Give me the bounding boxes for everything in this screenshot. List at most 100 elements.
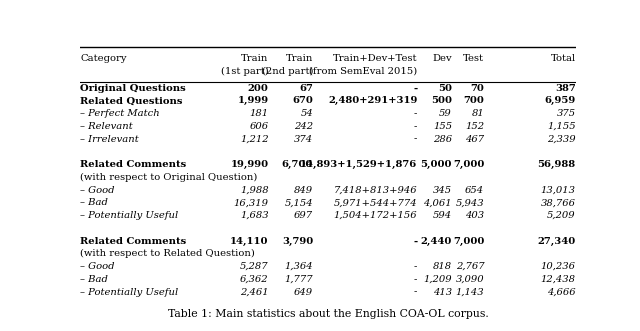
- Text: (with respect to Related Question): (with respect to Related Question): [81, 249, 255, 259]
- Text: -: -: [414, 135, 417, 144]
- Text: Category: Category: [81, 54, 127, 63]
- Text: 700: 700: [463, 96, 484, 105]
- Text: Train: Train: [241, 54, 269, 63]
- Text: Related Questions: Related Questions: [81, 96, 183, 105]
- Text: Related Comments: Related Comments: [81, 160, 187, 169]
- Text: 3,790: 3,790: [282, 237, 313, 246]
- Text: 1,212: 1,212: [240, 135, 269, 144]
- Text: 1,209: 1,209: [424, 275, 452, 284]
- Text: -: -: [414, 109, 417, 118]
- Text: 2,461: 2,461: [240, 288, 269, 297]
- Text: 50: 50: [438, 84, 452, 93]
- Text: 375: 375: [556, 109, 575, 118]
- Text: – Irrelevant: – Irrelevant: [81, 135, 140, 144]
- Text: -: -: [414, 288, 417, 297]
- Text: -: -: [414, 122, 417, 131]
- Text: 654: 654: [465, 186, 484, 195]
- Text: 2,440: 2,440: [420, 237, 452, 246]
- Text: (2nd part): (2nd part): [262, 67, 313, 75]
- Text: 606: 606: [250, 122, 269, 131]
- Text: 467: 467: [465, 135, 484, 144]
- Text: – Potentially Useful: – Potentially Useful: [81, 211, 179, 220]
- Text: 56,988: 56,988: [538, 160, 575, 169]
- Text: 594: 594: [433, 211, 452, 220]
- Text: 286: 286: [433, 135, 452, 144]
- Text: 1,683: 1,683: [240, 211, 269, 220]
- Text: 1,999: 1,999: [237, 96, 269, 105]
- Text: 81: 81: [472, 109, 484, 118]
- Text: 403: 403: [465, 211, 484, 220]
- Text: (from SemEval 2015): (from SemEval 2015): [309, 67, 417, 75]
- Text: -: -: [413, 84, 417, 93]
- Text: 200: 200: [248, 84, 269, 93]
- Text: – Perfect Match: – Perfect Match: [81, 109, 160, 118]
- Text: 242: 242: [294, 122, 313, 131]
- Text: 19,990: 19,990: [230, 160, 269, 169]
- Text: 2,339: 2,339: [547, 135, 575, 144]
- Text: -: -: [413, 237, 417, 246]
- Text: 345: 345: [433, 186, 452, 195]
- Text: 374: 374: [294, 135, 313, 144]
- Text: 1,364: 1,364: [285, 262, 313, 271]
- Text: 6,959: 6,959: [544, 96, 575, 105]
- Text: Table 1: Main statistics about the English COA-OL corpus.: Table 1: Main statistics about the Engli…: [168, 309, 488, 319]
- Text: 6,700: 6,700: [282, 160, 313, 169]
- Text: 413: 413: [433, 288, 452, 297]
- Text: (1st part): (1st part): [221, 67, 269, 75]
- Text: -: -: [414, 275, 417, 284]
- Text: 70: 70: [470, 84, 484, 93]
- Text: 500: 500: [431, 96, 452, 105]
- Text: 67: 67: [300, 84, 313, 93]
- Text: 818: 818: [433, 262, 452, 271]
- Text: 387: 387: [555, 84, 575, 93]
- Text: 12,438: 12,438: [541, 275, 575, 284]
- Text: 14,893+1,529+1,876: 14,893+1,529+1,876: [300, 160, 417, 169]
- Text: Original Questions: Original Questions: [81, 84, 186, 93]
- Text: 2,480+291+319: 2,480+291+319: [328, 96, 417, 105]
- Text: 59: 59: [439, 109, 452, 118]
- Text: 4,061: 4,061: [424, 198, 452, 207]
- Text: 5,000: 5,000: [420, 160, 452, 169]
- Text: 1,988: 1,988: [240, 186, 269, 195]
- Text: – Bad: – Bad: [81, 198, 108, 207]
- Text: 10,236: 10,236: [541, 262, 575, 271]
- Text: (with respect to Original Question): (with respect to Original Question): [81, 173, 258, 182]
- Text: 3,090: 3,090: [456, 275, 484, 284]
- Text: 7,418+813+946: 7,418+813+946: [333, 186, 417, 195]
- Text: 1,143: 1,143: [456, 288, 484, 297]
- Text: 5,287: 5,287: [240, 262, 269, 271]
- Text: 849: 849: [294, 186, 313, 195]
- Text: 13,013: 13,013: [541, 186, 575, 195]
- Text: Total: Total: [550, 54, 575, 63]
- Text: 14,110: 14,110: [230, 237, 269, 246]
- Text: 697: 697: [294, 211, 313, 220]
- Text: Train: Train: [285, 54, 313, 63]
- Text: -: -: [414, 262, 417, 271]
- Text: 670: 670: [292, 96, 313, 105]
- Text: 152: 152: [465, 122, 484, 131]
- Text: 155: 155: [433, 122, 452, 131]
- Text: Train+Dev+Test: Train+Dev+Test: [333, 54, 417, 63]
- Text: 16,319: 16,319: [234, 198, 269, 207]
- Text: – Potentially Useful: – Potentially Useful: [81, 288, 179, 297]
- Text: 5,209: 5,209: [547, 211, 575, 220]
- Text: – Bad: – Bad: [81, 275, 108, 284]
- Text: – Good: – Good: [81, 186, 115, 195]
- Text: 5,154: 5,154: [285, 198, 313, 207]
- Text: 1,155: 1,155: [547, 122, 575, 131]
- Text: – Relevant: – Relevant: [81, 122, 133, 131]
- Text: 5,971+544+774: 5,971+544+774: [333, 198, 417, 207]
- Text: 38,766: 38,766: [541, 198, 575, 207]
- Text: 54: 54: [300, 109, 313, 118]
- Text: 27,340: 27,340: [537, 237, 575, 246]
- Text: 2,767: 2,767: [456, 262, 484, 271]
- Text: – Good: – Good: [81, 262, 115, 271]
- Text: 5,943: 5,943: [456, 198, 484, 207]
- Text: 649: 649: [294, 288, 313, 297]
- Text: 181: 181: [250, 109, 269, 118]
- Text: 4,666: 4,666: [547, 288, 575, 297]
- Text: 1,504+172+156: 1,504+172+156: [333, 211, 417, 220]
- Text: 7,000: 7,000: [453, 237, 484, 246]
- Text: 1,777: 1,777: [285, 275, 313, 284]
- Text: 7,000: 7,000: [453, 160, 484, 169]
